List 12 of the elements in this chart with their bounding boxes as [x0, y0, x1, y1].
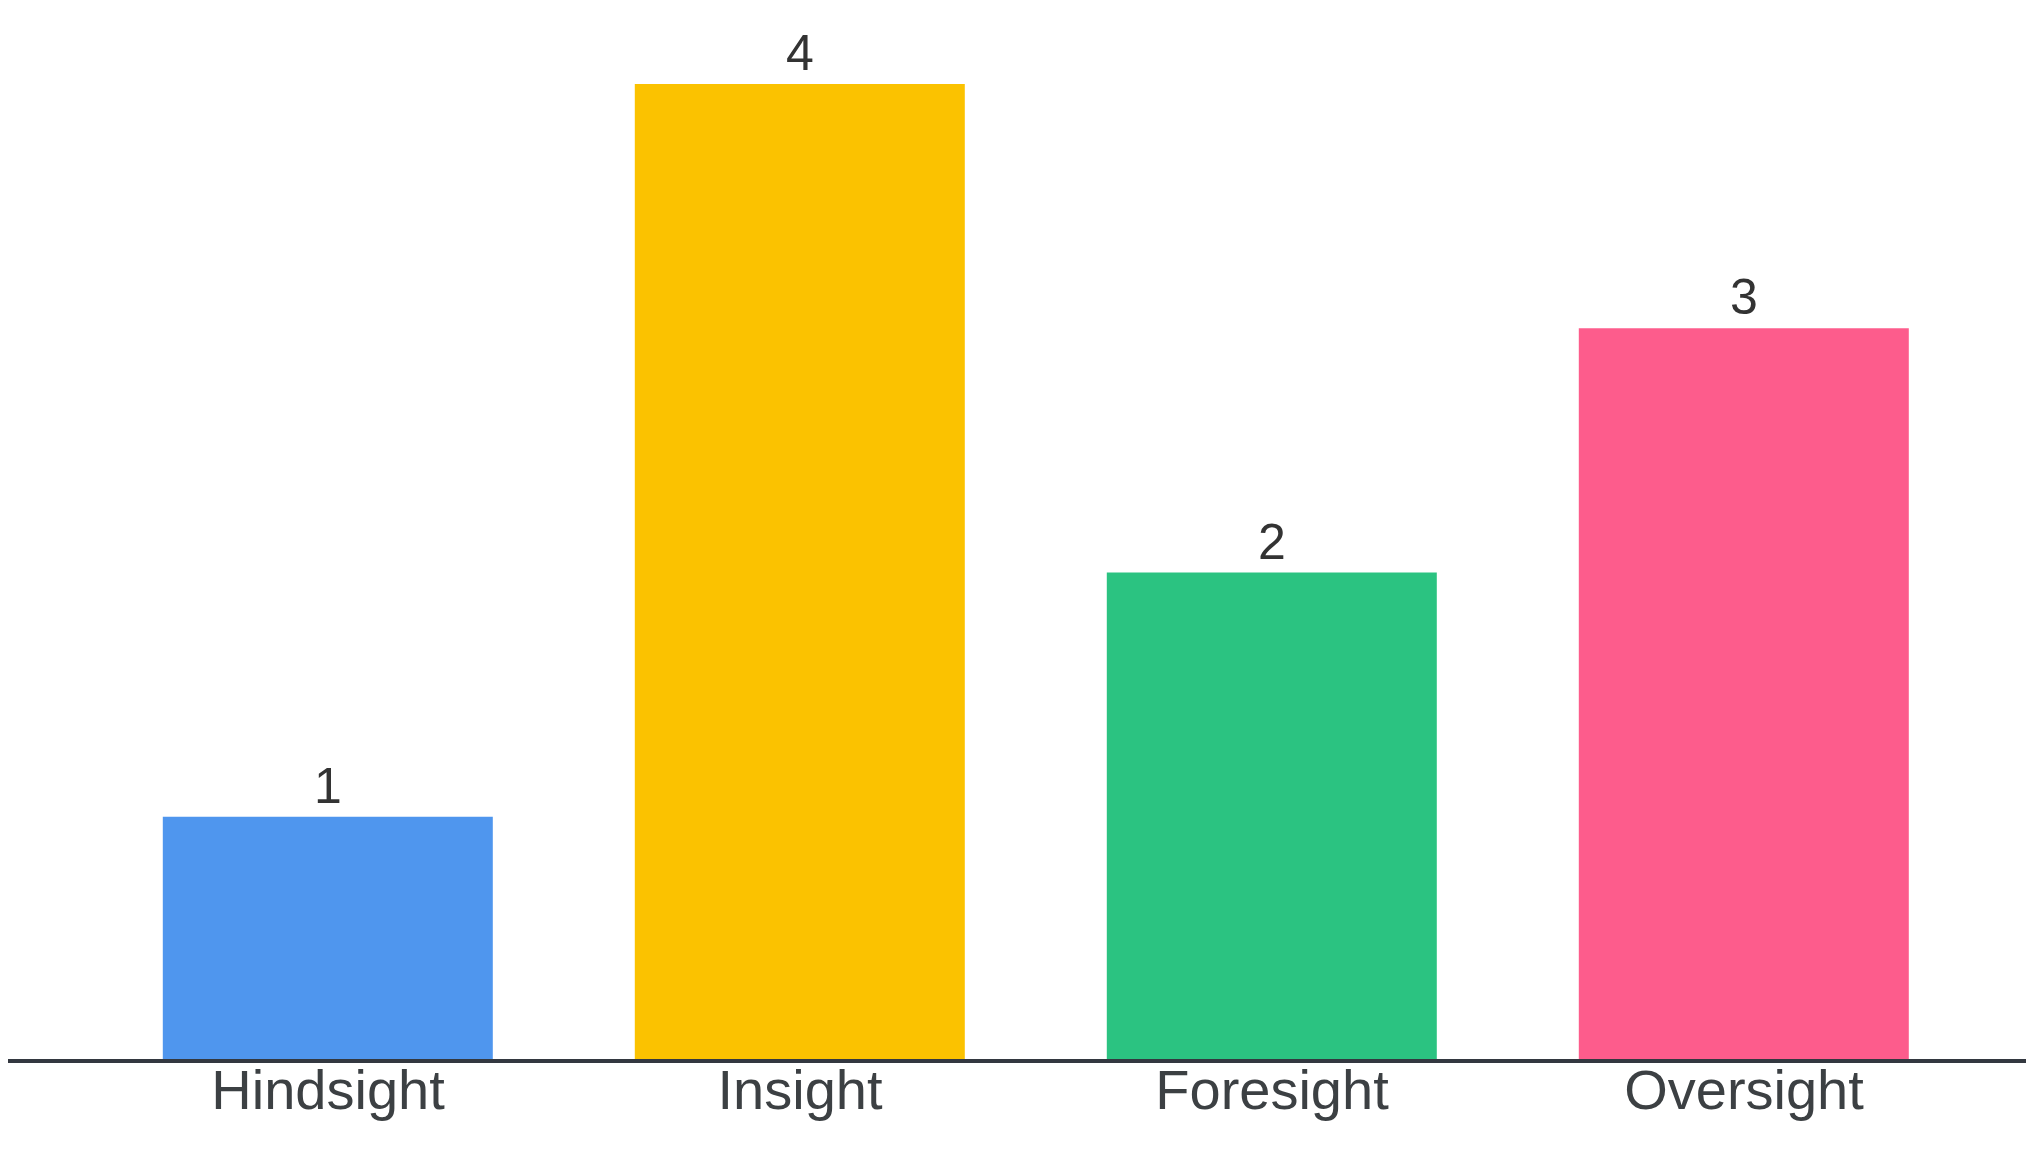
data-label: 3 — [1729, 269, 1758, 326]
x-tick-label: Insight — [717, 1057, 883, 1121]
data-label: 1 — [313, 757, 342, 814]
bar — [1578, 328, 1909, 1061]
bar — [162, 816, 493, 1061]
x-tick-label: Oversight — [1624, 1057, 1865, 1121]
x-tick-label: Foresight — [1155, 1057, 1390, 1121]
bar — [1106, 572, 1437, 1061]
data-label: 4 — [785, 25, 814, 81]
data-label: 2 — [1257, 513, 1286, 570]
x-tick-label: Hindsight — [211, 1057, 446, 1121]
bar — [634, 84, 965, 1061]
